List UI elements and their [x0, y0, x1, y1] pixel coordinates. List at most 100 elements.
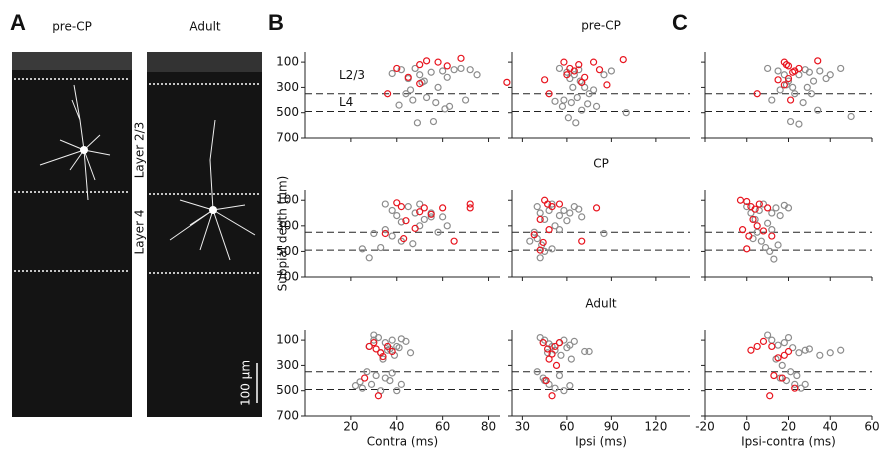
point [536, 209, 544, 217]
point [560, 96, 568, 104]
point [776, 211, 784, 220]
point [784, 347, 793, 356]
point [569, 83, 577, 92]
point [390, 351, 399, 359]
point [560, 206, 568, 215]
point [395, 344, 403, 352]
point [581, 73, 589, 81]
point [526, 237, 534, 245]
point [826, 349, 834, 357]
point [770, 371, 778, 380]
point [764, 204, 772, 212]
point [776, 374, 784, 382]
y-tick-label: 300 [276, 80, 299, 94]
point [548, 392, 556, 400]
point [622, 109, 630, 117]
point [576, 77, 584, 85]
point [397, 66, 405, 74]
point [541, 76, 549, 84]
y-tick-label: 500 [276, 105, 299, 119]
point [570, 71, 578, 79]
point [388, 347, 396, 356]
point [473, 71, 481, 79]
point [533, 203, 541, 211]
panel-label: B [268, 10, 284, 35]
point [592, 102, 601, 110]
point [837, 346, 845, 354]
point [558, 102, 567, 110]
point [388, 369, 396, 377]
point [397, 203, 405, 211]
image-label: Adult [189, 20, 221, 34]
point [381, 226, 389, 234]
point [768, 232, 776, 240]
point [461, 96, 470, 104]
y-tick-label: 700 [276, 270, 299, 284]
y-tick-label: 100 [276, 55, 299, 69]
point [416, 208, 424, 216]
point [555, 371, 564, 380]
point [753, 222, 761, 230]
point [619, 55, 627, 64]
x-tick-label: 120 [644, 420, 667, 434]
point [427, 213, 435, 221]
point [557, 351, 565, 359]
point [422, 93, 431, 102]
point [575, 66, 583, 74]
point [365, 254, 373, 262]
point [822, 74, 830, 83]
x-tick-label: -20 [695, 420, 715, 434]
point [581, 83, 589, 92]
point [395, 101, 403, 109]
point [503, 78, 511, 86]
point [743, 203, 751, 211]
x-axis-label: Ipsi (ms) [575, 435, 627, 449]
panel-label: C [672, 10, 688, 35]
point [539, 339, 547, 347]
point [536, 254, 544, 262]
point [764, 64, 772, 73]
point [363, 368, 371, 376]
point [434, 83, 442, 92]
point [780, 71, 788, 79]
point [393, 199, 401, 207]
point [563, 217, 571, 225]
point [768, 342, 776, 351]
point [795, 120, 803, 128]
x-tick-label: 30 [515, 420, 530, 434]
point [793, 371, 801, 380]
x-tick-label: 0 [743, 420, 751, 434]
point [536, 246, 544, 254]
x-tick-label: 80 [481, 420, 496, 434]
point [530, 228, 538, 236]
point [782, 81, 791, 89]
point [457, 64, 465, 73]
point [370, 339, 378, 347]
point [805, 345, 813, 353]
point [420, 215, 428, 224]
y-tick-label: 300 [276, 218, 299, 232]
point [541, 247, 549, 256]
point [585, 347, 593, 356]
point [816, 351, 824, 359]
point [416, 61, 424, 69]
point [434, 58, 442, 66]
point [764, 331, 772, 339]
point [377, 243, 385, 252]
point [567, 98, 575, 107]
point [564, 114, 572, 122]
point [545, 355, 553, 363]
x-tick-label: 90 [604, 420, 619, 434]
point [736, 196, 745, 204]
point [555, 211, 564, 220]
point [457, 54, 465, 62]
point [383, 90, 392, 98]
point [791, 90, 799, 98]
point [782, 61, 791, 69]
point [778, 361, 786, 370]
point [747, 346, 755, 354]
point [774, 354, 782, 362]
point [548, 350, 556, 358]
point [367, 380, 376, 388]
